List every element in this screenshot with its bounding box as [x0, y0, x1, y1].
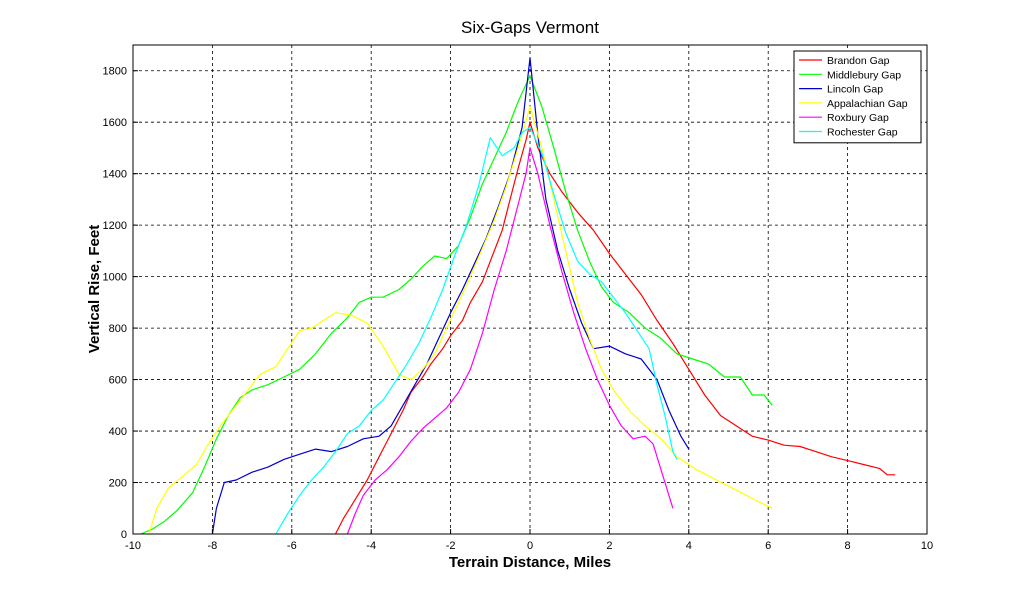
legend-label: Lincoln Gap: [827, 84, 883, 96]
x-tick-label: 8: [845, 540, 851, 552]
x-tick-label: 4: [686, 540, 692, 552]
x-tick-label: -4: [366, 540, 376, 552]
series-lines: [140, 57, 896, 535]
legend-label: Rochester Gap: [827, 127, 898, 139]
series-line-brandon-gap: [334, 121, 896, 535]
y-tick-label: 0: [121, 529, 127, 541]
series-line-rochester-gap: [275, 126, 678, 535]
y-axis-title: Vertical Rise, Feet: [86, 225, 103, 353]
ticks: -10 -8 -6 -4 -2 0 2 4 6 8 10 0 200 400 600 800 1000 1200 1…: [103, 66, 934, 552]
y-tick-label: 1600: [103, 117, 127, 129]
x-tick-label: 10: [921, 540, 933, 552]
x-tick-label: -6: [287, 540, 297, 552]
legend-label: Roxbury Gap: [827, 112, 889, 124]
x-tick-label: 2: [606, 540, 612, 552]
chart-title: Six-Gaps Vermont: [461, 18, 599, 37]
y-tick-label: 400: [109, 426, 127, 438]
y-tick-label: 1200: [103, 220, 127, 232]
x-tick-label: 0: [527, 540, 533, 552]
y-tick-label: 1400: [103, 169, 127, 181]
series-line-roxbury-gap: [346, 147, 674, 535]
legend-label: Appalachian Gap: [827, 98, 908, 110]
grid: [133, 45, 927, 534]
x-tick-label: 6: [765, 540, 771, 552]
y-tick-label: 1800: [103, 66, 127, 78]
x-tick-label: -10: [125, 540, 141, 552]
series-line-lincoln-gap: [211, 57, 690, 535]
x-tick-label: -8: [208, 540, 218, 552]
legend: Brandon Gap Middlebury Gap Lincoln Gap Appa…: [793, 50, 922, 144]
y-tick-label: 200: [109, 478, 127, 490]
legend-label: Middlebury Gap: [827, 69, 901, 81]
x-tick-label: -2: [446, 540, 456, 552]
y-tick-label: 1000: [103, 272, 127, 284]
series-line-appalachian-gap: [148, 106, 773, 535]
y-tick-label: 800: [109, 323, 127, 335]
y-tick-label: 600: [109, 375, 127, 387]
legend-label: Brandon Gap: [827, 55, 890, 67]
x-axis-title: Terrain Distance, Miles: [449, 554, 611, 571]
legend-box: [793, 50, 922, 144]
